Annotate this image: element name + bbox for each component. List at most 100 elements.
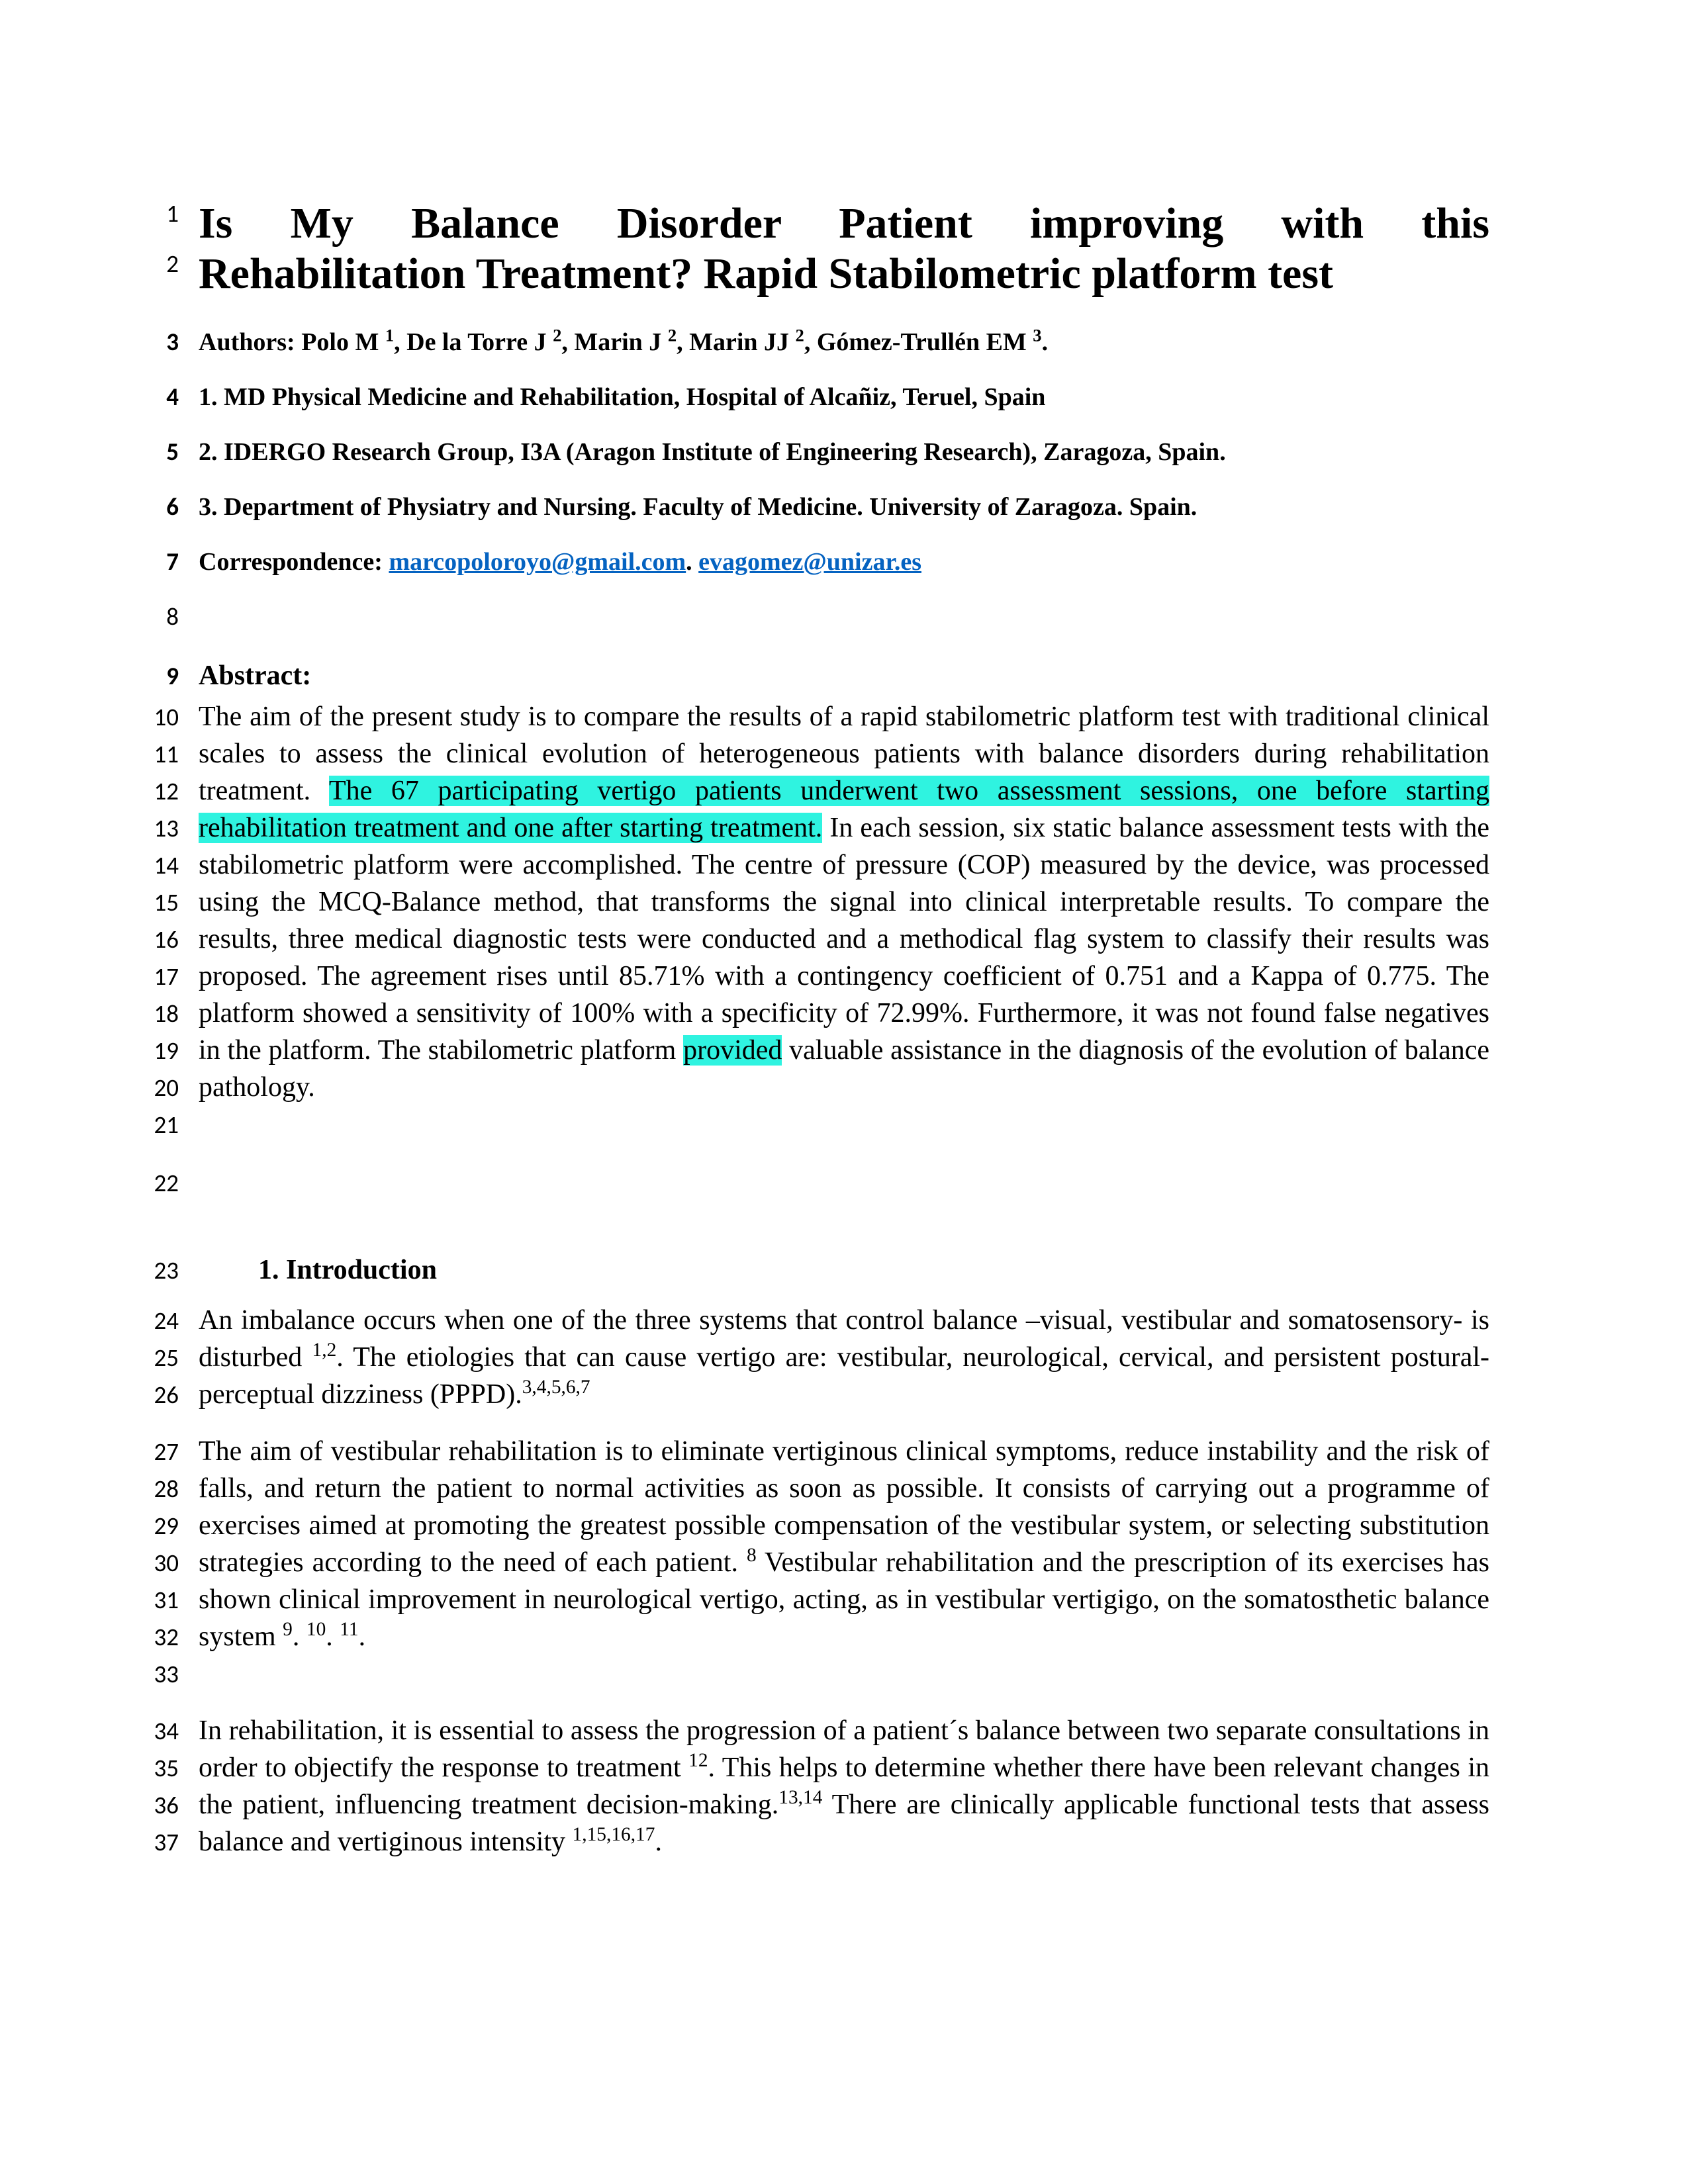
affil-sup: 3 xyxy=(1033,325,1041,345)
line-number-col: 10 11 12 13 14 15 16 17 18 19 20 21 xyxy=(126,698,199,1143)
line-number: 33 xyxy=(126,1655,179,1692)
line-number: 16 xyxy=(126,921,179,958)
title-line-2: Rehabilitation Treatment? Rapid Stabilom… xyxy=(199,249,1489,299)
intro-p2-text: The aim of vestibular rehabilitation is … xyxy=(199,1433,1489,1655)
intro-p3-text: In rehabilitation, it is essential to as… xyxy=(199,1712,1489,1860)
abstract-mid: In each session, six static balance asse… xyxy=(199,813,1489,1066)
line-number: 4 xyxy=(126,382,199,412)
line-number: 32 xyxy=(126,1618,179,1655)
article-title: Is My Balance Disorder Patient improving… xyxy=(199,199,1489,299)
line-number: 34 xyxy=(126,1712,179,1749)
line-number: 5 xyxy=(126,437,199,467)
line-number: 29 xyxy=(126,1507,179,1544)
text-run: . xyxy=(293,1621,306,1652)
line-number: 10 xyxy=(126,698,179,735)
highlighted-text-2: provided xyxy=(683,1035,782,1066)
line-number: 27 xyxy=(126,1433,179,1470)
line-number-col: 1 2 xyxy=(126,199,199,299)
line-number: 14 xyxy=(126,846,179,884)
line-number-col: 34 35 36 37 xyxy=(126,1712,199,1860)
line-number: 6 xyxy=(126,492,199,522)
affil-sup: 2 xyxy=(553,325,561,345)
correspondence-line: 7 Correspondence: marcopoloroyo@gmail.co… xyxy=(126,547,1489,576)
author: , Gómez-Trullén EM xyxy=(804,328,1033,356)
authors-end: . xyxy=(1042,328,1049,356)
affiliation-text: 1. MD Physical Medicine and Rehabilitati… xyxy=(199,383,1489,412)
affiliation-1: 4 1. MD Physical Medicine and Rehabilita… xyxy=(126,382,1489,412)
author: , Marin JJ xyxy=(677,328,795,356)
text-run: . The etiologies that can cause vertigo … xyxy=(199,1342,1489,1410)
affiliation-3: 6 3. Department of Physiatry and Nursing… xyxy=(126,492,1489,522)
text-run: . xyxy=(359,1621,366,1652)
line-number: 8 xyxy=(126,602,199,631)
affil-sup: 2 xyxy=(796,325,804,345)
line-number: 1 xyxy=(126,199,179,249)
line-number: 19 xyxy=(126,1032,179,1069)
line-number: 9 xyxy=(126,661,199,691)
blank-line: 22 xyxy=(126,1168,1489,1200)
abstract-heading-line: 9 Abstract: xyxy=(126,660,1489,692)
line-number: 2 xyxy=(126,249,179,299)
line-number: 31 xyxy=(126,1581,179,1618)
affil-sup: 1 xyxy=(385,325,394,345)
abstract-paragraph: 10 11 12 13 14 15 16 17 18 19 20 21 The … xyxy=(126,698,1489,1143)
line-number: 35 xyxy=(126,1749,179,1786)
line-number: 15 xyxy=(126,884,179,921)
citation-sup: 12 xyxy=(688,1750,708,1771)
manuscript-page: 1 2 Is My Balance Disorder Patient impro… xyxy=(0,0,1688,1993)
line-number-col: 27 28 29 30 31 32 33 xyxy=(126,1433,199,1692)
citation-sup: 10 xyxy=(306,1619,326,1640)
line-number: 11 xyxy=(126,735,179,772)
line-number: 17 xyxy=(126,958,179,995)
line-number: 18 xyxy=(126,995,179,1032)
line-number: 28 xyxy=(126,1470,179,1507)
email-link-2[interactable]: evagomez@unizar.es xyxy=(698,548,921,576)
sep: . xyxy=(686,548,698,576)
line-number: 13 xyxy=(126,809,179,846)
authors-prefix: Authors: xyxy=(199,328,301,356)
affiliation-text: 3. Department of Physiatry and Nursing. … xyxy=(199,492,1489,522)
title-block: 1 2 Is My Balance Disorder Patient impro… xyxy=(126,199,1489,299)
citation-sup: 11 xyxy=(340,1619,358,1640)
intro-paragraph-3: 34 35 36 37 In rehabilitation, it is ess… xyxy=(126,1712,1489,1860)
introduction-heading: 1. Introduction xyxy=(199,1254,1489,1286)
line-number: 23 xyxy=(126,1255,199,1285)
text-run: . xyxy=(655,1827,662,1857)
correspondence-text: Correspondence: marcopoloroyo@gmail.com.… xyxy=(199,547,1489,576)
citation-sup: 8 xyxy=(747,1545,757,1566)
line-number: 30 xyxy=(126,1544,179,1581)
affiliation-text: 2. IDERGO Research Group, I3A (Aragon In… xyxy=(199,437,1489,467)
line-number: 12 xyxy=(126,772,179,809)
line-number: 37 xyxy=(126,1823,179,1860)
line-number: 25 xyxy=(126,1339,179,1376)
author: , De la Torre J xyxy=(394,328,553,356)
intro-paragraph-1: 24 25 26 An imbalance occurs when one of… xyxy=(126,1302,1489,1413)
affiliation-2: 5 2. IDERGO Research Group, I3A (Aragon … xyxy=(126,437,1489,467)
line-number: 21 xyxy=(126,1106,179,1143)
line-number: 7 xyxy=(126,547,199,576)
abstract-heading: Abstract: xyxy=(199,660,1489,692)
author: Polo M xyxy=(301,328,385,356)
citation-sup: 3,4,5,6,7 xyxy=(522,1377,590,1398)
text-run: . xyxy=(326,1621,340,1652)
intro-p1-text: An imbalance occurs when one of the thre… xyxy=(199,1302,1489,1413)
line-number-col: 24 25 26 xyxy=(126,1302,199,1413)
line-number: 20 xyxy=(126,1069,179,1106)
abstract-text: The aim of the present study is to compa… xyxy=(199,698,1489,1106)
line-number: 3 xyxy=(126,327,199,357)
authors-line: 3 Authors: Polo M 1, De la Torre J 2, Ma… xyxy=(126,327,1489,357)
author: , Marin J xyxy=(561,328,667,356)
citation-sup: 9 xyxy=(283,1619,293,1640)
line-number: 24 xyxy=(126,1302,179,1339)
line-number: 36 xyxy=(126,1786,179,1823)
affil-sup: 2 xyxy=(668,325,677,345)
blank-line: 8 xyxy=(126,602,1489,633)
email-link-1[interactable]: marcopoloroyo@gmail.com xyxy=(389,548,686,576)
citation-sup: 1,2 xyxy=(312,1340,337,1361)
title-line-1: Is My Balance Disorder Patient improving… xyxy=(199,199,1489,249)
citation-sup: 1,15,16,17 xyxy=(573,1824,655,1845)
correspondence-label: Correspondence: xyxy=(199,548,389,576)
line-number: 26 xyxy=(126,1376,179,1413)
line-number: 22 xyxy=(126,1168,199,1198)
introduction-heading-line: 23 1. Introduction xyxy=(126,1229,1489,1286)
